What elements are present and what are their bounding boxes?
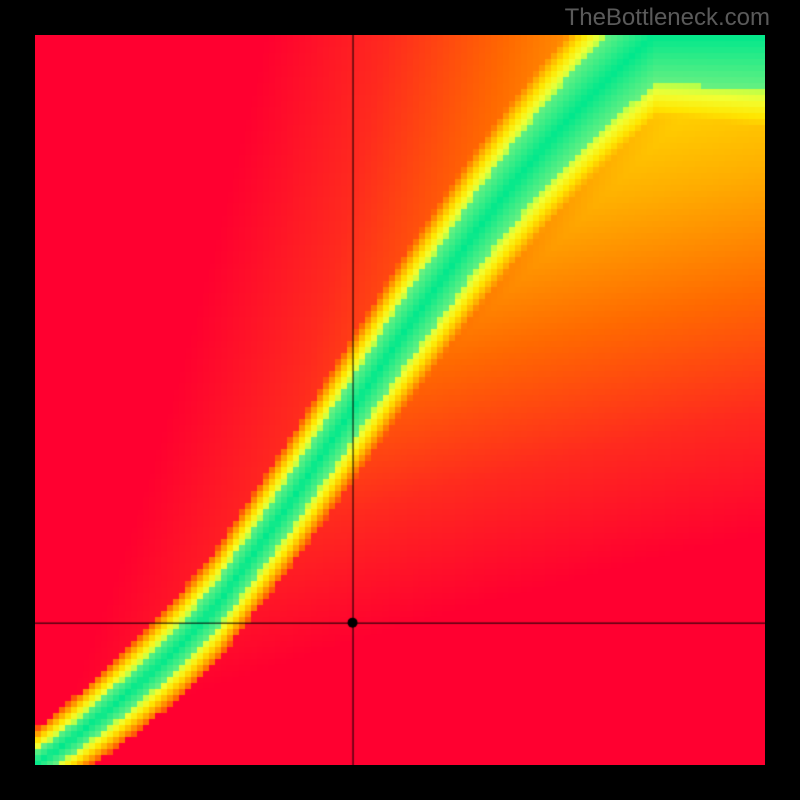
bottleneck-heatmap	[35, 35, 765, 765]
watermark-text: TheBottleneck.com	[565, 4, 770, 32]
